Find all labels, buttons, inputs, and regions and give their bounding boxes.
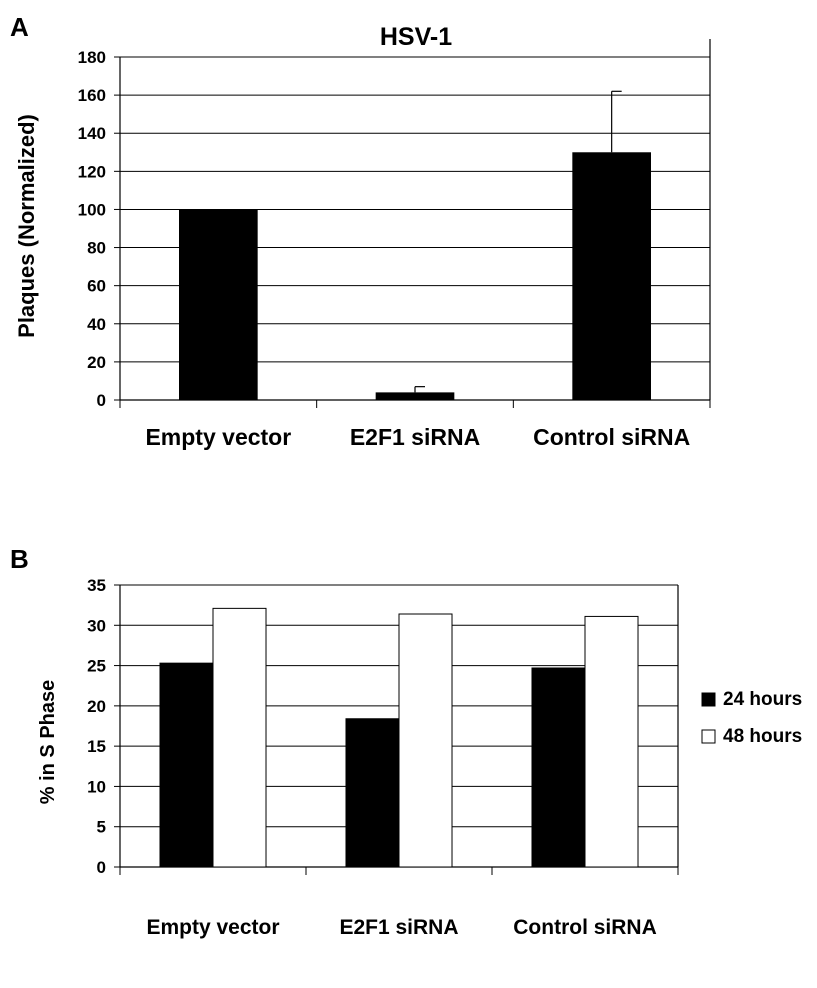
chart-b-y-tick-label: 0 — [97, 858, 106, 877]
chart-a-y-tick-label: 60 — [87, 277, 106, 296]
chart-a-y-tick-label: 140 — [78, 124, 106, 143]
chart-b-bar-series-1 — [159, 662, 214, 868]
chart-b-y-tick-label: 5 — [97, 818, 106, 837]
chart-b-bar-series-2 — [212, 607, 267, 868]
chart-b-bar-series-1 — [345, 718, 400, 868]
chart-b-legend-label: 24 hours — [723, 689, 802, 710]
chart-b-legend-swatch — [701, 692, 716, 707]
chart-a-bar — [179, 209, 258, 400]
chart-a-y-tick-label: 120 — [78, 162, 106, 181]
chart-a-y-tick-label: 180 — [78, 48, 106, 67]
panel-b-letter: B — [10, 544, 29, 574]
chart-b-category-label: Empty vector — [146, 916, 279, 939]
chart-a-category-label: E2F1 siRNA — [350, 424, 480, 450]
chart-a-plot: 0 20 40 60 80 100 120 140 160 180 Empty vector E2F1… — [78, 39, 711, 450]
chart-a-category-label: Empty vector — [145, 424, 291, 450]
chart-b-legend-swatch — [701, 729, 716, 744]
chart-b-category-label: E2F1 siRNA — [339, 916, 458, 939]
chart-a-y-tick-label: 20 — [87, 353, 106, 372]
chart-b-legend-label: 48 hours — [723, 726, 802, 747]
chart-a-y-tick-label: 40 — [87, 315, 106, 334]
chart-a-bar — [572, 152, 651, 400]
chart-b-bar-series-2 — [584, 615, 639, 868]
chart-a-bar — [375, 392, 455, 400]
chart-a-y-tick-label: 160 — [78, 86, 106, 105]
chart-a-category-label: Control siRNA — [533, 424, 690, 450]
chart-b-y-tick-label: 15 — [87, 737, 106, 756]
chart-b-y-tick-label: 35 — [87, 576, 106, 595]
chart-b-category-label: Control siRNA — [513, 916, 657, 939]
chart-a-y-tick-label: 100 — [78, 200, 106, 219]
chart-a-title: HSV-1 — [380, 23, 452, 51]
chart-a-y-tick-label: 80 — [87, 239, 106, 258]
panel-a-letter: A — [10, 12, 29, 42]
chart-a-y-tick-label: 0 — [97, 391, 106, 410]
chart-b-y-tick-label: 25 — [87, 657, 106, 676]
chart-b-plot: 0 5 10 15 20 25 30 35 Empty vector E2F1 siRNA Cont… — [87, 576, 802, 939]
chart-a-y-axis-title: Plaques (Normalized) — [14, 114, 39, 338]
chart-b-bar-series-1 — [531, 667, 586, 868]
chart-b-y-axis-title: % in S Phase — [37, 680, 59, 805]
chart-b-y-tick-label: 10 — [87, 777, 106, 796]
chart-b-y-tick-label: 30 — [87, 616, 106, 635]
chart-b-y-tick-label: 20 — [87, 697, 106, 716]
chart-b-bar-series-2 — [398, 613, 453, 868]
